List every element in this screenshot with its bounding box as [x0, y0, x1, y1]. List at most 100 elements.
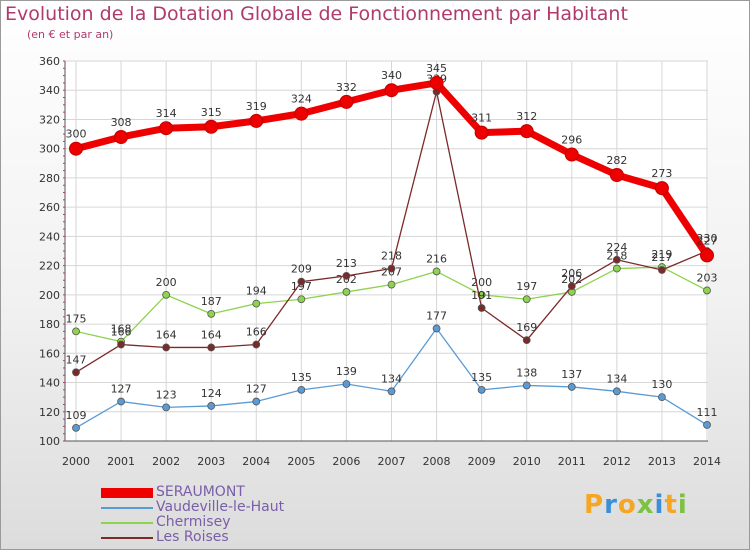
legend-label: SERAUMONT: [156, 484, 245, 500]
data-point: [474, 125, 489, 140]
data-label: 213: [336, 257, 357, 270]
data-point: [207, 309, 216, 318]
data-point: [384, 83, 399, 98]
data-point: [658, 266, 666, 274]
x-tick-label: 2011: [558, 455, 586, 468]
data-point: [612, 264, 621, 273]
logo-letter: i: [654, 490, 665, 520]
data-label: 130: [651, 378, 672, 391]
legend-item: SERAUMONT: [101, 485, 284, 500]
data-point: [522, 381, 531, 390]
data-point: [204, 119, 219, 134]
data-label: 319: [246, 100, 267, 113]
y-tick-label: 260: [39, 201, 60, 214]
data-label: 217: [651, 251, 672, 264]
data-label: 139: [336, 365, 357, 378]
series-seraumont: 300 308 314 315 319 324 332 340 345 311 312 296 282 2…: [66, 62, 718, 263]
plot-area: [65, 61, 708, 441]
data-point: [162, 403, 171, 412]
data-point: [612, 387, 621, 396]
legend: SERAUMONT Vaudeville-le-Haut Chermisey Les …: [101, 485, 284, 545]
data-label: 332: [336, 81, 357, 94]
data-label: 324: [291, 93, 312, 106]
data-label: 224: [606, 241, 627, 254]
x-tick-label: 2006: [332, 455, 360, 468]
data-label: 111: [697, 406, 718, 419]
data-point: [703, 421, 711, 429]
legend-item: Les Roises: [101, 530, 284, 545]
data-label: 273: [651, 167, 672, 180]
data-point: [72, 368, 80, 377]
logo-letter: r: [604, 490, 618, 520]
x-tick-label: 2007: [378, 455, 406, 468]
data-label: 164: [201, 328, 222, 341]
legend-item: Vaudeville-le-Haut: [101, 500, 284, 515]
logo-letter: t: [664, 490, 678, 520]
x-tick-label: 2008: [423, 455, 451, 468]
x-tick-label: 2010: [513, 455, 541, 468]
logo-letter: P: [584, 490, 605, 520]
data-point: [522, 295, 531, 304]
data-point: [297, 295, 306, 304]
y-tick-label: 160: [39, 347, 60, 360]
data-label: 135: [471, 371, 492, 384]
data-point: [117, 340, 125, 349]
data-label: 177: [426, 309, 447, 322]
data-label: 300: [66, 128, 87, 141]
data-label: 345: [426, 62, 447, 75]
data-point: [339, 94, 354, 109]
y-tick-label: 120: [39, 406, 60, 419]
legend-label: Chermisey: [156, 514, 231, 530]
logo-letter: o: [617, 490, 637, 520]
data-label: 312: [516, 110, 537, 123]
x-tick-label: 2002: [152, 455, 180, 468]
data-point: [117, 397, 125, 406]
y-tick-label: 240: [39, 230, 60, 243]
data-label: 168: [111, 323, 132, 336]
legend-swatch: [101, 506, 153, 509]
series-les-roises: 1471661641641662092132183391911692062242…: [66, 73, 718, 377]
data-point: [612, 255, 621, 264]
data-point: [252, 340, 261, 349]
data-label: 164: [156, 328, 177, 341]
data-label: 134: [381, 372, 402, 385]
data-point: [294, 106, 309, 121]
data-label: 203: [697, 271, 718, 284]
data-point: [252, 299, 261, 308]
data-label: 137: [561, 368, 582, 381]
data-label: 166: [246, 326, 267, 339]
y-tick-label: 320: [39, 113, 60, 126]
data-point: [342, 271, 351, 280]
x-tick-label: 2009: [468, 455, 496, 468]
data-point: [114, 130, 129, 144]
data-label: 191: [471, 289, 492, 302]
legend-label: Vaudeville-le-Haut: [156, 499, 285, 515]
x-tick-label: 2013: [648, 455, 676, 468]
legend-swatch: [101, 521, 153, 524]
data-point: [297, 277, 306, 286]
y-tick-label: 360: [39, 55, 60, 68]
x-tick-label: 2012: [603, 455, 631, 468]
legend-swatch: [101, 487, 153, 498]
data-label: 200: [156, 276, 177, 289]
data-point: [387, 264, 396, 273]
data-point: [249, 113, 264, 128]
data-label: 216: [426, 252, 447, 265]
data-label: 124: [201, 387, 222, 400]
data-label: 314: [156, 107, 177, 120]
data-point: [703, 286, 711, 295]
data-label: 127: [246, 383, 267, 396]
y-tick-label: 180: [39, 318, 60, 331]
data-point: [429, 75, 444, 90]
data-point: [72, 423, 80, 432]
legend-swatch: [101, 536, 153, 539]
legend-label: Les Roises: [156, 529, 229, 545]
data-point: [432, 324, 441, 333]
y-tick-label: 340: [39, 84, 60, 97]
data-label: 200: [471, 276, 492, 289]
data-point: [519, 124, 534, 139]
data-point: [522, 336, 531, 345]
y-tick-label: 300: [39, 143, 60, 156]
